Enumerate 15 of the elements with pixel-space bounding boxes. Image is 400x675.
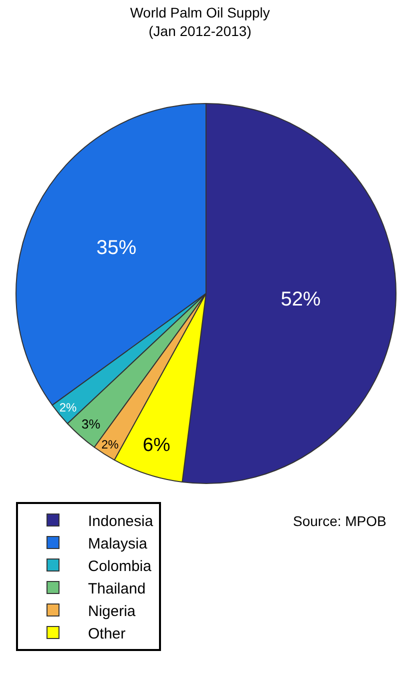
data-label: 52% [280,288,321,310]
data-label: 35% [96,236,137,259]
legend-label: Malaysia [88,535,148,552]
legend-label: Indonesia [88,512,154,530]
data-label: 6% [142,435,170,456]
legend-label: Other [88,625,126,642]
source-note: Source: MPOB [293,513,386,529]
data-label: 3% [82,416,101,432]
legend-label: Colombia [88,558,152,575]
data-label: 2% [101,438,120,452]
chart-title: World Palm Oil Supply [130,4,270,21]
chart-subtitle: (Jan 2012-2013) [148,22,252,39]
legend-label: Nigeria [88,602,136,620]
data-label: 2% [59,400,78,415]
legend-label: Thailand [88,580,146,598]
